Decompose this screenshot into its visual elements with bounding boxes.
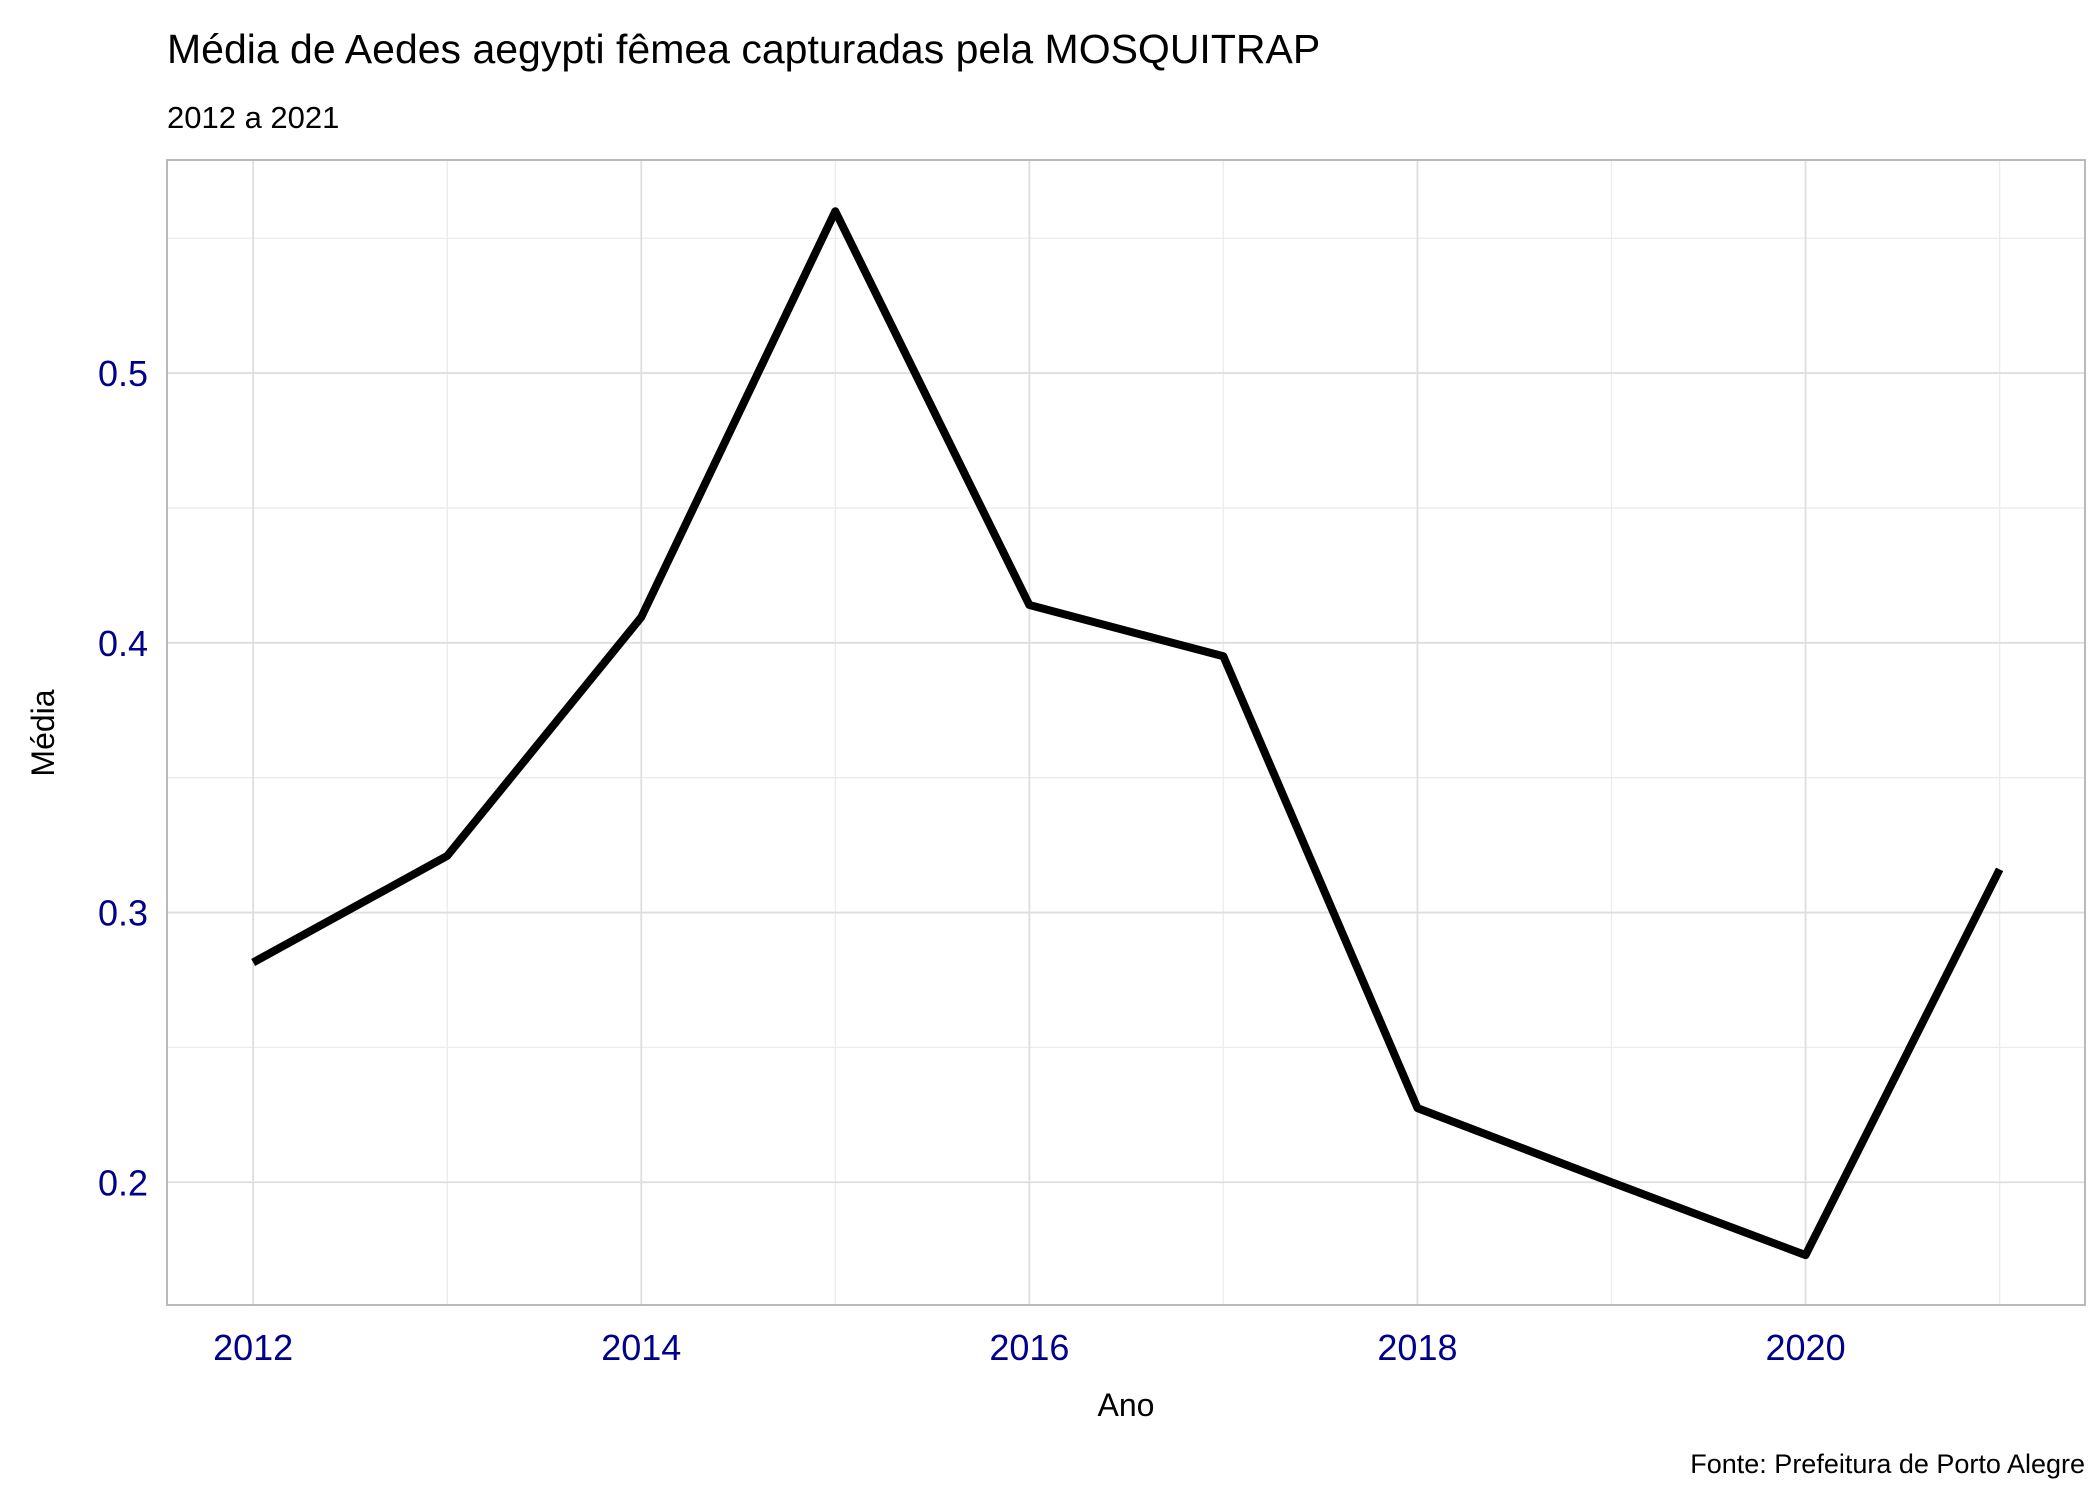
x-tick-label: 2018	[1377, 1327, 1457, 1368]
caption: Fonte: Prefeitura de Porto Alegre	[1690, 1449, 2085, 1479]
y-axis-title: Média	[25, 689, 61, 776]
y-tick-label: 0.5	[98, 353, 148, 394]
x-tick-label: 2016	[989, 1327, 1069, 1368]
y-tick-label: 0.3	[98, 893, 148, 934]
plot-border	[166, 159, 2086, 1306]
line-series	[251, 207, 2004, 1260]
y-tick-label: 0.4	[98, 623, 148, 664]
chart-title: Média de Aedes aegypti fêmea capturadas …	[167, 26, 1320, 72]
x-axis-title: Ano	[1098, 1387, 1155, 1423]
chart-subtitle: 2012 a 2021	[167, 100, 339, 135]
x-tick-label: 2014	[601, 1327, 681, 1368]
x-tick-label: 2020	[1766, 1327, 1846, 1368]
x-tick-label: 2012	[213, 1327, 293, 1368]
y-tick-label: 0.2	[98, 1162, 148, 1203]
